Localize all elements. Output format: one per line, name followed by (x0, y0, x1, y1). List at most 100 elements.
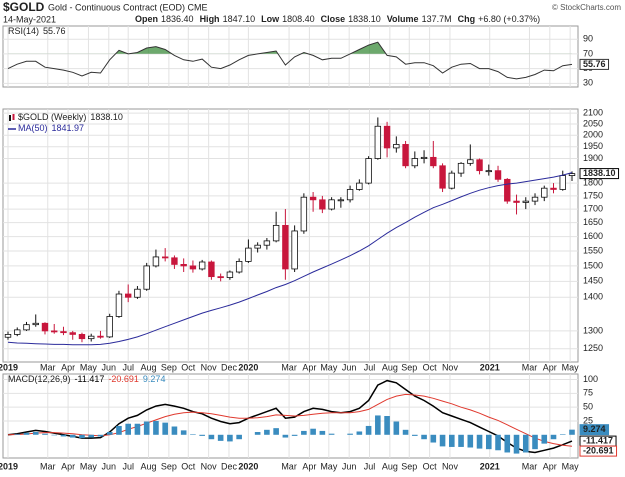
candle-body (319, 199, 326, 210)
candle-body (568, 173, 576, 176)
candle-body (541, 187, 548, 198)
y-tick-label: 1800 (583, 177, 603, 187)
candle-body (254, 244, 261, 249)
histogram-bar (476, 434, 483, 449)
x-tick-label: Dec (221, 362, 238, 372)
legend: MA(50) 1841.97 (18, 123, 84, 133)
legend-value: 1838.10 (90, 112, 123, 122)
x-tick-label: Apr (302, 461, 316, 471)
value-box-label: 1838.10 (583, 168, 616, 178)
y-tick-label: 70 (583, 48, 593, 58)
candle-body (513, 200, 520, 203)
candle-body (272, 224, 280, 242)
histogram-bar (42, 433, 48, 435)
candle-body (124, 293, 132, 298)
x-tick-label: 2019 (0, 461, 18, 471)
y-tick-label: 30 (583, 78, 593, 88)
candle-body (457, 162, 465, 174)
quote-value: 1847.10 (223, 14, 256, 24)
y-tick-label: 2050 (583, 118, 603, 128)
y-tick-label: 100 (583, 374, 598, 384)
candle-body (152, 256, 160, 267)
legend-value: -20.691 (108, 374, 139, 384)
candle-body (106, 316, 113, 338)
y-tick-label: 1750 (583, 190, 603, 200)
candle-body (161, 256, 169, 259)
histogram-bar (217, 434, 224, 441)
histogram-bar (495, 434, 501, 451)
histogram-bar (134, 423, 141, 435)
histogram-bar (347, 433, 353, 435)
quote-label: High (200, 14, 220, 24)
histogram-bar (291, 434, 298, 436)
histogram-bar (522, 434, 529, 453)
candle-body (134, 288, 141, 298)
candle-body (115, 293, 123, 317)
x-tick-label: Sep (401, 461, 417, 471)
x-tick-label: May (320, 362, 338, 372)
histogram-bar (310, 428, 316, 435)
candle-body (467, 159, 474, 164)
x-tick-label: 2020 (238, 362, 258, 372)
histogram-bar (449, 434, 455, 447)
histogram-bar (393, 421, 400, 435)
x-tick-label: Nov (201, 461, 218, 471)
overbought-fill (8, 42, 572, 54)
x-tick-label: May (80, 461, 98, 471)
histogram-bar (356, 431, 363, 435)
histogram-bar (79, 434, 85, 439)
legend: RSI(14) 55.76 (8, 26, 66, 36)
quote-label: Volume (387, 14, 419, 24)
legend-value: -11.417 (75, 374, 105, 384)
macd-panel (2, 373, 579, 459)
candle-body (411, 158, 419, 167)
x-tick-label: Jul (122, 362, 134, 372)
histogram-bar (254, 432, 261, 435)
histogram-bar (301, 430, 307, 435)
candle-body (430, 156, 437, 167)
histogram-bar (328, 433, 335, 435)
histogram-bar (375, 415, 381, 435)
value-box-label: -20.691 (583, 445, 614, 455)
histogram-bar (319, 430, 326, 435)
histogram-bar (23, 432, 30, 435)
candle-body (522, 200, 529, 203)
macd-line (7, 379, 573, 454)
histogram-bar (458, 434, 464, 447)
x-tick-label: Aug (382, 461, 398, 471)
histogram-bar (467, 434, 474, 448)
x-tick-label: May (80, 362, 98, 372)
candle-body (235, 260, 243, 273)
value-box (579, 58, 610, 70)
candle-body (4, 334, 12, 338)
legend-value: 9.274 (143, 374, 166, 384)
histogram-bar (439, 434, 446, 447)
y-tick-label: 1300 (583, 325, 603, 335)
y-tick-label: 1550 (583, 245, 603, 255)
quote-value: 1808.40 (282, 14, 315, 24)
histogram-bar (273, 428, 279, 435)
y-tick-label: 1700 (583, 203, 603, 213)
y-tick-label: 1450 (583, 276, 603, 286)
candle-body (51, 330, 58, 333)
histogram-bar (190, 434, 196, 435)
histogram-bar (60, 434, 67, 437)
histogram-bar (14, 433, 21, 435)
candle-body (60, 331, 67, 334)
quote-label: Low (261, 14, 280, 24)
x-tick-label: Nov (201, 362, 218, 372)
y-tick-label: 1250 (583, 343, 603, 353)
candle-body (309, 196, 317, 201)
histogram-bar (32, 432, 39, 435)
histogram-bar (51, 434, 58, 436)
histogram-bar (143, 421, 150, 435)
histogram-bar (116, 425, 122, 435)
y-tick-label: 1900 (583, 153, 603, 163)
x-tick-label: Aug (141, 362, 157, 372)
candle-body (69, 332, 76, 335)
candle-body (365, 158, 372, 184)
histogram-bar (88, 434, 95, 438)
x-tick-label: Jul (364, 461, 376, 471)
value-box-label: -11.417 (583, 435, 613, 445)
histogram-bar (485, 434, 492, 450)
